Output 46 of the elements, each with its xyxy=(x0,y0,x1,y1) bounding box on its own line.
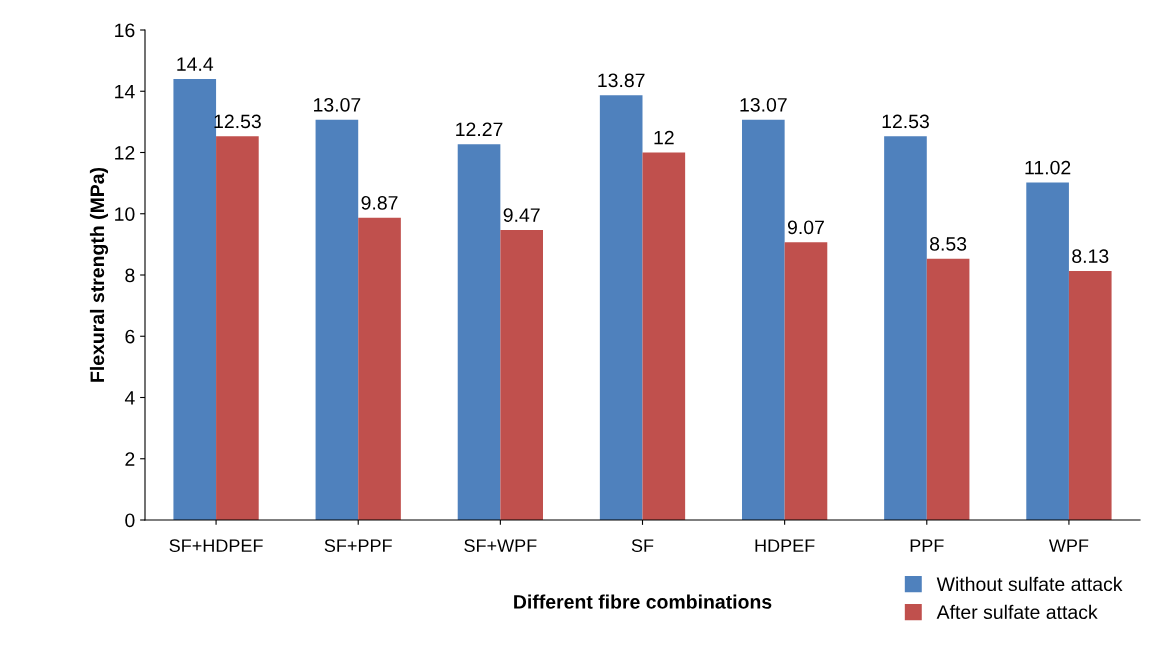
data-label: 14.4 xyxy=(177,57,214,71)
data-label: 8.13 xyxy=(1072,249,1109,264)
data-label: 12 xyxy=(654,130,674,145)
data-label: 13.07 xyxy=(740,97,787,112)
x-tick-label: PPF xyxy=(910,539,944,552)
y-tick-label: 2 xyxy=(125,452,135,466)
x-tick-label: SF+PPF xyxy=(324,539,392,553)
data-label: 12.53 xyxy=(882,114,929,129)
data-label: 9.07 xyxy=(787,220,824,235)
bar xyxy=(358,217,401,520)
y-tick-label: 8 xyxy=(125,268,135,283)
y-tick-label: 16 xyxy=(115,23,135,38)
legend-label: After sulfate attack xyxy=(936,604,1098,620)
bar xyxy=(1068,271,1112,520)
y-tick-label: 4 xyxy=(124,391,135,405)
x-tick-label: WPF xyxy=(1048,539,1089,552)
bar xyxy=(642,152,686,520)
y-tick-label: 10 xyxy=(115,207,135,221)
bar xyxy=(884,136,927,520)
y-tick-label: 12 xyxy=(115,145,135,160)
bar xyxy=(599,95,643,520)
y-axis-title: Flexural strength (MPa) xyxy=(89,167,109,382)
bar xyxy=(457,144,501,520)
data-label: 11.02 xyxy=(1025,160,1071,175)
y-tick-label: 14 xyxy=(115,84,135,99)
bar xyxy=(742,119,785,520)
data-label: 8.53 xyxy=(930,236,967,251)
bar xyxy=(926,258,970,520)
y-tick-label: 0 xyxy=(125,513,135,528)
bar xyxy=(315,119,359,520)
bar xyxy=(1026,182,1069,520)
y-tick-label: 6 xyxy=(125,329,135,344)
x-tick-label: SF xyxy=(631,539,654,553)
x-axis-title: Different fibre combinations xyxy=(514,594,772,609)
data-label: 13.07 xyxy=(314,97,361,112)
data-label: 9.87 xyxy=(361,195,398,210)
x-tick-label: SF+WPF xyxy=(464,539,537,553)
bar xyxy=(500,229,543,520)
bar xyxy=(784,242,828,520)
legend-label: Without sulfate attack xyxy=(936,576,1123,592)
data-label: 12.27 xyxy=(456,122,503,137)
x-tick-label: HDPEF xyxy=(755,539,815,552)
data-label: 13.87 xyxy=(598,73,645,88)
bar xyxy=(216,136,259,520)
data-label: 9.47 xyxy=(503,208,540,222)
x-tick-label: SF+HDPEF xyxy=(169,539,263,553)
